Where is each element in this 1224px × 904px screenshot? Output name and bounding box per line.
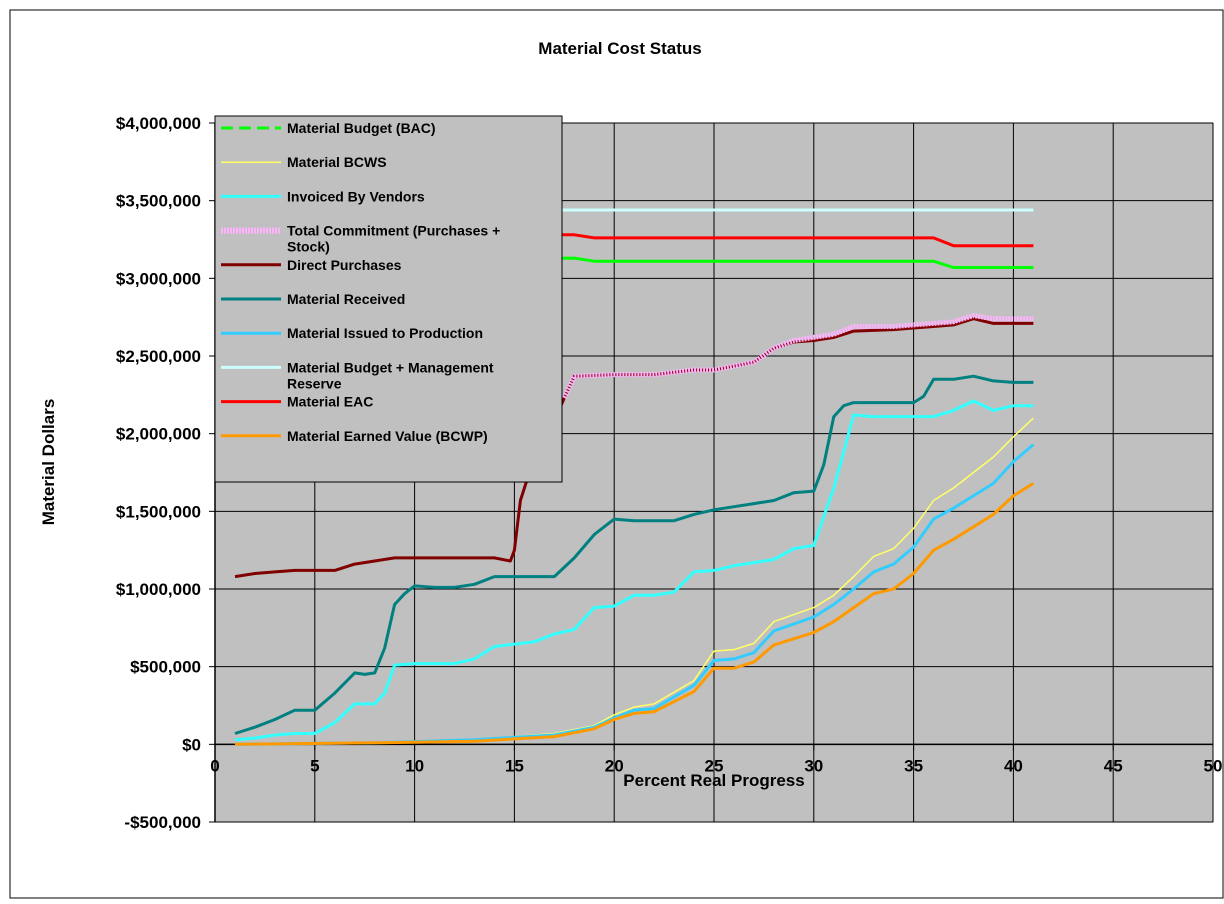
y-tick-label: $3,000,000 [116, 269, 201, 288]
series-line-total-commitment-purchases-stock [562, 313, 1034, 399]
x-tick-label: 5 [310, 756, 319, 775]
legend-label: Material Issued to Production [287, 325, 483, 341]
series-line-material-issued-to-production [234, 443, 1035, 746]
legend-label: Direct Purchases [287, 257, 402, 273]
x-tick-label: 30 [804, 756, 823, 775]
legend-label: Material Earned Value (BCWP) [287, 428, 488, 444]
legend-label: Material Budget + Management Reserve [287, 359, 494, 391]
x-tick-label: 25 [705, 756, 724, 775]
series-line-material-received [234, 374, 1034, 735]
legend: Material Budget (BAC) Material BCWS Invoic… [214, 115, 563, 483]
legend-label: Material EAC [287, 394, 373, 410]
x-tick-label: 15 [505, 756, 524, 775]
x-tick-label: 50 [1204, 756, 1223, 775]
x-axis-ticks: 0 5 10 15 20 25 30 35 40 45 50 [210, 744, 1222, 775]
x-tick-label: 45 [1104, 756, 1123, 775]
legend-label: Material BCWS [287, 154, 387, 170]
y-tick-label: $2,500,000 [116, 347, 201, 366]
y-tick-label: $1,500,000 [116, 502, 201, 521]
chart-title: Material Cost Status [538, 39, 701, 58]
legend-label: Material Received [287, 291, 405, 307]
y-tick-label: $500,000 [130, 658, 201, 677]
y-tick-label: $3,500,000 [116, 192, 201, 211]
x-tick-label: 20 [605, 756, 624, 775]
y-tick-label: $1,000,000 [116, 580, 201, 599]
legend-label: Total Commitment (Purchases + Stock) [287, 223, 500, 255]
series-line-invoiced-by-vendors [234, 399, 1034, 742]
y-axis-label: Material Dollars [39, 399, 58, 526]
x-tick-label: 35 [904, 756, 923, 775]
y-tick-label: -$500,000 [124, 813, 201, 832]
legend-label: Invoiced By Vendors [287, 188, 425, 204]
legend-label: Material Budget (BAC) [287, 120, 436, 136]
x-tick-label: 10 [405, 756, 424, 775]
x-axis-label: Percent Real Progress [623, 771, 804, 790]
x-tick-label: 40 [1004, 756, 1023, 775]
y-tick-label: $0 [182, 735, 201, 754]
y-tick-label: $2,000,000 [116, 425, 201, 444]
y-tick-label: $4,000,000 [116, 114, 201, 133]
y-axis-ticks: -$500,000 $0 $500,000 $1,000,000 $1,500,000 $… [116, 114, 215, 832]
x-tick-label: 0 [210, 756, 219, 775]
series-line-material-earned-value-bcwp [234, 482, 1035, 746]
series-layer [234, 208, 1035, 746]
